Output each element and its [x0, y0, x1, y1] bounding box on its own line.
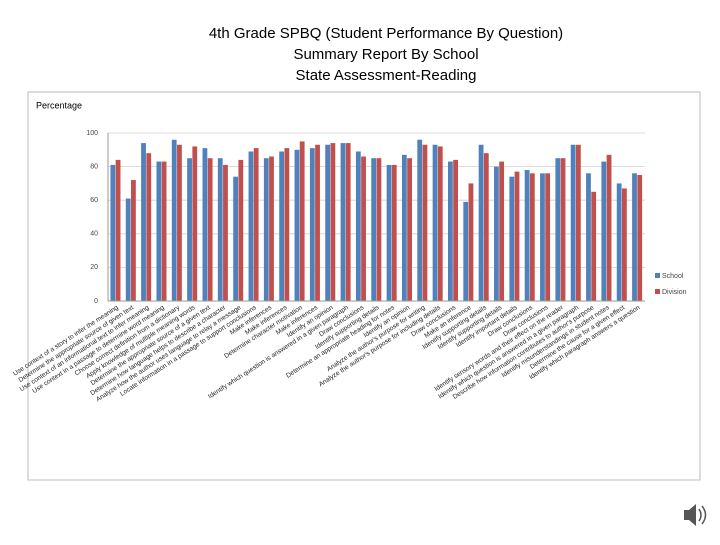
bar [156, 161, 162, 301]
bar [386, 164, 392, 301]
bar [299, 141, 305, 301]
chart-subtitle: Summary Report By School [293, 46, 478, 63]
bar [177, 144, 182, 301]
bar [202, 148, 208, 301]
bar [187, 158, 192, 301]
bar [616, 183, 622, 301]
bar [269, 156, 274, 301]
bar [509, 176, 515, 301]
bar [483, 153, 489, 301]
bar [591, 191, 597, 301]
bar [223, 164, 228, 301]
bar [432, 144, 438, 301]
bar [345, 143, 351, 301]
bar [478, 144, 484, 301]
bar [340, 143, 346, 301]
bar [192, 146, 198, 301]
legend-label: School [662, 273, 684, 280]
bar [499, 161, 505, 301]
y-tick-label: 60 [90, 197, 98, 204]
speaker-icon[interactable] [684, 504, 707, 526]
legend-swatch [655, 273, 660, 278]
bar [161, 161, 167, 301]
bar [131, 180, 136, 301]
bar [447, 161, 453, 301]
y-tick-label: 20 [90, 264, 98, 271]
bar [575, 144, 581, 301]
bar [309, 148, 315, 301]
bar [529, 173, 535, 301]
bar [407, 158, 412, 301]
bar [437, 146, 443, 301]
bar [417, 139, 423, 301]
bar [355, 151, 361, 301]
bar [514, 171, 520, 301]
bar [422, 144, 428, 301]
legend-label: Division [662, 289, 687, 296]
bar [401, 154, 407, 301]
bar [279, 151, 285, 301]
bar [238, 159, 244, 301]
bar [325, 144, 331, 301]
bar [621, 188, 627, 301]
bar [540, 173, 545, 301]
bar [361, 156, 366, 301]
chart-frame [27, 91, 701, 481]
bar [207, 158, 213, 301]
bar [248, 151, 254, 301]
bar [217, 158, 223, 301]
bar [606, 154, 612, 301]
bar [453, 159, 459, 301]
bar [115, 159, 121, 301]
y-tick-label: 40 [90, 231, 98, 238]
bar [637, 175, 643, 301]
bar [555, 158, 561, 301]
chart-subtitle: State Assessment-Reading [296, 67, 477, 84]
bar [263, 158, 269, 301]
bar [233, 176, 238, 301]
bar [376, 158, 382, 301]
y-tick-label: 100 [86, 130, 98, 137]
bar [494, 166, 499, 301]
y-tick-label: 0 [94, 298, 98, 305]
bar [632, 173, 637, 301]
chart-title: 4th Grade SPBQ (Student Performance By Q… [209, 25, 563, 42]
y-tick-label: 80 [90, 163, 98, 170]
bar [463, 201, 469, 301]
bar [560, 158, 566, 301]
bar [125, 198, 131, 301]
y-axis-label: Percentage [36, 100, 82, 110]
bar [146, 153, 152, 301]
bar [468, 183, 474, 301]
bar [330, 143, 336, 301]
bar [391, 164, 397, 301]
bar [601, 161, 607, 301]
bar [586, 173, 591, 301]
bar [545, 173, 551, 301]
bar [315, 144, 320, 301]
legend-swatch [655, 289, 660, 294]
bar [171, 139, 177, 301]
bar [110, 164, 116, 301]
bar [253, 148, 259, 301]
bar [284, 148, 290, 301]
bar [524, 169, 530, 301]
bar [294, 149, 300, 301]
bar [141, 143, 146, 301]
bar [371, 158, 377, 301]
bar [570, 144, 576, 301]
